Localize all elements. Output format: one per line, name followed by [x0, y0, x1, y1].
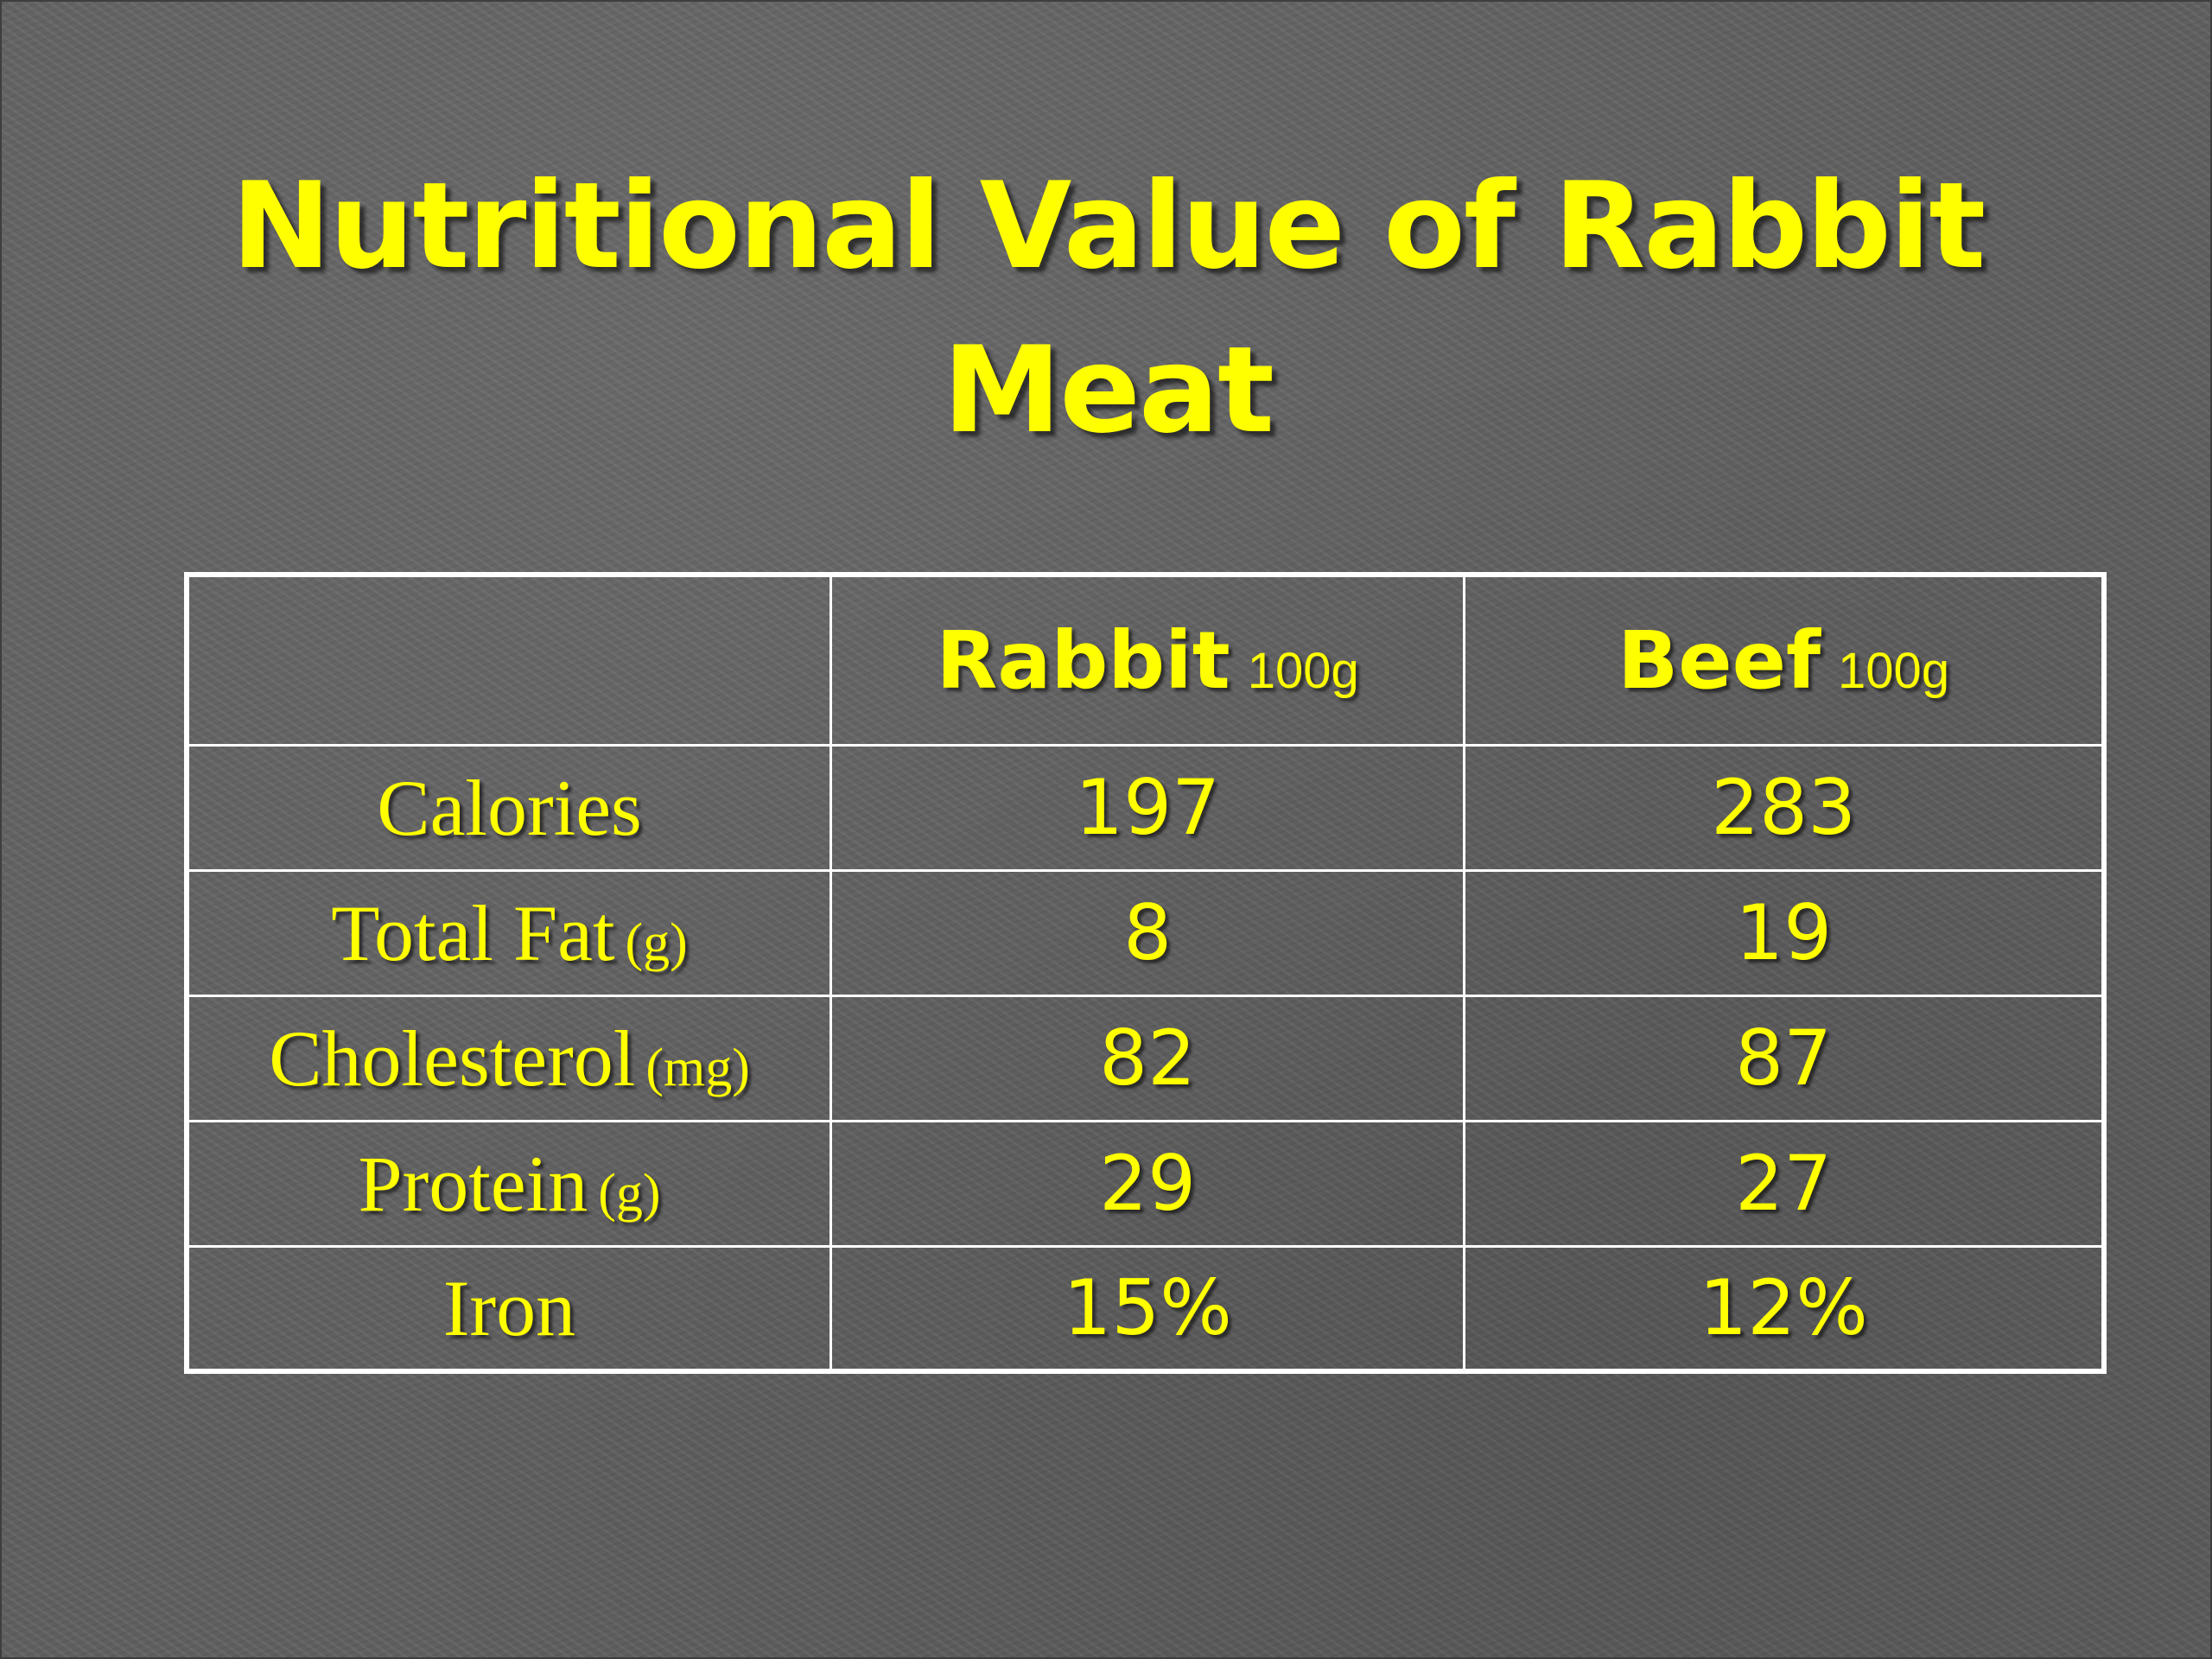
beef-calories-value: 283 — [1711, 763, 1857, 852]
rabbit-value-cell: 15% — [830, 1244, 1466, 1373]
row-label-cell: Protein (g) — [185, 1119, 833, 1248]
beef-iron-value: 12% — [1699, 1263, 1868, 1353]
row-label-cell: Cholesterol (mg) — [185, 994, 833, 1122]
table-row-iron: Iron 15% 12% — [185, 1244, 2106, 1373]
header-beef-unit: 100g — [1838, 642, 1950, 699]
row-label: Cholesterol — [269, 1014, 636, 1103]
row-label: Iron — [442, 1263, 576, 1352]
row-label: Calories — [377, 763, 642, 852]
table-row-protein: Protein (g) 29 27 — [185, 1119, 2106, 1248]
row-unit: (g) — [598, 1163, 661, 1223]
row-label: Protein — [358, 1139, 588, 1228]
header-empty-cell — [185, 573, 833, 747]
beef-protein-value: 27 — [1735, 1139, 1833, 1228]
beef-value-cell: 12% — [1463, 1244, 2106, 1373]
beef-cholesterol-value: 87 — [1735, 1014, 1833, 1103]
title-line-2: Meat — [942, 321, 1274, 460]
nutrition-table: Rabbit 100g Beef 100g Calories 197 283 Tot… — [184, 572, 2107, 1374]
rabbit-total-fat-value: 8 — [1123, 888, 1173, 977]
row-label: Total Fat — [331, 888, 615, 977]
row-unit: (g) — [625, 912, 688, 972]
rabbit-value-cell: 82 — [830, 994, 1466, 1122]
header-rabbit-unit: 100g — [1247, 642, 1359, 699]
beef-value-cell: 27 — [1463, 1119, 2106, 1248]
beef-value-cell: 87 — [1463, 994, 2106, 1122]
row-label-cell: Total Fat (g) — [185, 868, 833, 997]
header-rabbit-label: Rabbit — [936, 613, 1230, 707]
rabbit-cholesterol-value: 82 — [1099, 1014, 1197, 1103]
table-header-row: Rabbit 100g Beef 100g — [185, 573, 2106, 747]
rabbit-value-cell: 197 — [830, 743, 1466, 872]
beef-total-fat-value: 19 — [1735, 888, 1833, 977]
header-rabbit: Rabbit 100g — [830, 573, 1466, 747]
header-beef-label: Beef — [1618, 613, 1821, 707]
rabbit-value-cell: 8 — [830, 868, 1466, 997]
title-line-1: Nutritional Value of Rabbit — [231, 156, 1986, 296]
table-row-cholesterol: Cholesterol (mg) 82 87 — [185, 994, 2106, 1122]
rabbit-protein-value: 29 — [1099, 1139, 1197, 1228]
header-beef: Beef 100g — [1463, 573, 2106, 747]
table-row-total-fat: Total Fat (g) 8 19 — [185, 868, 2106, 997]
slide-title: Nutritional Value of Rabbit Meat — [2, 144, 2212, 473]
rabbit-iron-value: 15% — [1063, 1263, 1232, 1353]
row-unit: (mg) — [645, 1038, 750, 1097]
row-label-cell: Iron — [185, 1244, 833, 1373]
row-label-cell: Calories — [185, 743, 833, 872]
rabbit-value-cell: 29 — [830, 1119, 1466, 1248]
beef-value-cell: 19 — [1463, 868, 2106, 997]
rabbit-calories-value: 197 — [1075, 763, 1221, 852]
beef-value-cell: 283 — [1463, 743, 2106, 872]
table-row-calories: Calories 197 283 — [185, 743, 2106, 872]
